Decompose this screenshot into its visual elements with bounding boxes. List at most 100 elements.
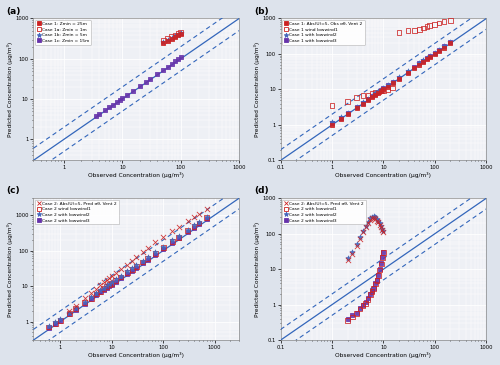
- Point: [164, 35, 172, 41]
- Point: [370, 285, 378, 291]
- Point: [117, 273, 125, 279]
- Point: [132, 262, 140, 268]
- Point: [420, 25, 428, 31]
- Point: [380, 85, 388, 91]
- Point: [344, 111, 351, 116]
- Point: [372, 214, 380, 220]
- Point: [377, 223, 385, 228]
- Point: [52, 319, 60, 325]
- Point: [174, 32, 182, 38]
- Point: [364, 92, 372, 98]
- Point: [100, 285, 108, 291]
- Point: [174, 224, 182, 230]
- Text: (d): (d): [254, 187, 268, 195]
- Point: [328, 122, 336, 128]
- Point: [146, 76, 154, 82]
- Point: [117, 266, 125, 272]
- Point: [66, 311, 74, 317]
- Point: [106, 104, 114, 110]
- Y-axis label: Predicted Concentration (μg/m³): Predicted Concentration (μg/m³): [7, 222, 13, 317]
- Point: [410, 65, 418, 71]
- Y-axis label: Predicted Concentration (μg/m³): Predicted Concentration (μg/m³): [254, 42, 260, 137]
- Point: [426, 54, 434, 60]
- Point: [344, 110, 351, 116]
- Point: [431, 50, 439, 55]
- Point: [159, 234, 167, 240]
- Point: [362, 299, 370, 305]
- Point: [81, 299, 89, 305]
- Point: [190, 222, 198, 228]
- Point: [202, 206, 210, 212]
- Point: [45, 324, 53, 330]
- Y-axis label: Predicted Concentration (μg/m³): Predicted Concentration (μg/m³): [7, 42, 13, 137]
- Point: [66, 311, 74, 316]
- Point: [138, 260, 146, 266]
- Point: [368, 288, 376, 293]
- Point: [96, 288, 104, 294]
- Point: [416, 61, 424, 66]
- Point: [337, 115, 345, 120]
- Point: [380, 229, 388, 235]
- Point: [359, 303, 367, 308]
- Point: [144, 245, 152, 251]
- Point: [159, 41, 167, 46]
- Point: [106, 283, 114, 289]
- Point: [144, 254, 152, 260]
- Point: [374, 218, 382, 224]
- Point: [168, 35, 175, 41]
- Point: [352, 243, 360, 249]
- Point: [176, 30, 184, 36]
- Point: [352, 104, 360, 110]
- Point: [144, 255, 152, 261]
- Point: [359, 228, 367, 234]
- Point: [87, 296, 95, 302]
- Point: [352, 311, 360, 317]
- Text: (c): (c): [6, 187, 20, 195]
- Point: [337, 114, 345, 120]
- Point: [376, 267, 384, 273]
- Point: [174, 234, 182, 240]
- Point: [356, 305, 364, 311]
- Point: [431, 50, 439, 55]
- Point: [364, 96, 372, 101]
- Point: [117, 274, 125, 280]
- Point: [81, 296, 89, 301]
- Point: [159, 39, 167, 45]
- Point: [123, 268, 131, 274]
- Point: [388, 79, 396, 85]
- Point: [373, 218, 381, 223]
- Point: [106, 282, 114, 288]
- Point: [81, 301, 89, 307]
- Point: [164, 36, 172, 42]
- Point: [426, 53, 434, 59]
- Point: [368, 93, 376, 99]
- Point: [138, 259, 146, 265]
- Point: [368, 215, 376, 221]
- Legend: Case 2: Abs(U)=5, Pred σθ, Vent 2, Case 2 with lowwind1, Case 2 with lowwind2, C: Case 2: Abs(U)=5, Pred σθ, Vent 2, Case …: [282, 200, 366, 224]
- Point: [370, 215, 378, 221]
- Point: [151, 239, 159, 245]
- Point: [164, 64, 172, 69]
- Point: [416, 60, 424, 66]
- Legend: Case 2: Abs(U)=5, Pred σθ, Vent 2, Case 2 wind lowwind1, Case 2 with lowwind2, C: Case 2: Abs(U)=5, Pred σθ, Vent 2, Case …: [34, 200, 118, 224]
- Point: [423, 57, 431, 62]
- Point: [348, 249, 356, 255]
- Point: [380, 228, 388, 234]
- Legend: Case 1: Abs(U)=5, Obs σθ, Vent 2, Case 1 wind lowwind1, Case 1 with lowwind2, Ca: Case 1: Abs(U)=5, Obs σθ, Vent 2, Case 1…: [282, 20, 364, 45]
- Point: [374, 89, 382, 95]
- Legend: Case 1: Zmin = 25m, Case 1a: Zmin = 1m, Case 1b: Zmin = 5m, Case 1c: Zmin = 15m: Case 1: Zmin = 25m, Case 1a: Zmin = 1m, …: [34, 20, 92, 45]
- Point: [151, 250, 159, 256]
- X-axis label: Observed Concentration (μg/m³): Observed Concentration (μg/m³): [88, 172, 184, 178]
- Point: [112, 99, 120, 105]
- Point: [159, 38, 167, 44]
- Point: [352, 105, 360, 111]
- Point: [159, 67, 167, 73]
- Point: [352, 104, 360, 110]
- Point: [378, 227, 386, 233]
- Point: [426, 53, 434, 59]
- Point: [446, 39, 454, 45]
- Point: [395, 76, 403, 82]
- Text: (a): (a): [6, 7, 21, 16]
- Point: [106, 275, 114, 281]
- Point: [374, 89, 382, 95]
